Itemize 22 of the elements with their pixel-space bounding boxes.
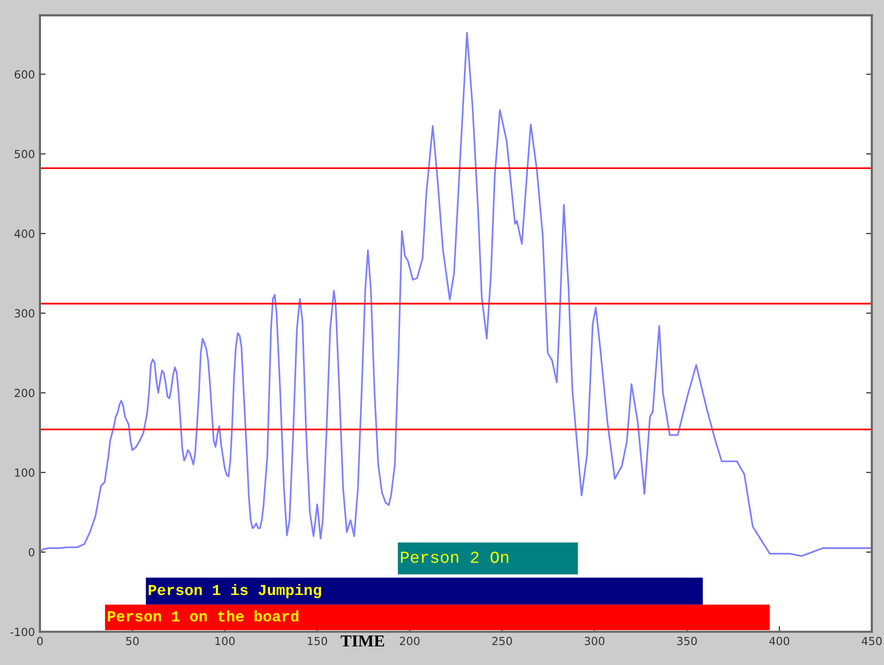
- band-label: Person 1 on the board: [108, 610, 298, 622]
- band-label: Person 2 On: [401, 552, 508, 563]
- y-tick-label: 100: [15, 468, 34, 477]
- x-tick-label: 300: [584, 636, 604, 646]
- x-tick-label: 200: [400, 636, 420, 646]
- y-tick-label: 400: [14, 230, 34, 238]
- y-tick-label: 500: [14, 150, 34, 158]
- y-tick-label: 600: [14, 70, 34, 79]
- x-tick-label: 50: [126, 636, 139, 646]
- x-tick-label: 100: [215, 636, 235, 646]
- y-tick-label: 300: [14, 309, 34, 318]
- x-tick-label: 150: [308, 636, 328, 646]
- x-tick-label: 350: [677, 636, 697, 646]
- y-tick-label: 200: [14, 388, 34, 398]
- band-label: Person 1 is Jumping: [148, 584, 322, 598]
- x-tick-label: 0: [37, 636, 43, 646]
- y-tick-label: -100: [10, 628, 34, 636]
- x-tick-label: 450: [862, 636, 882, 646]
- x-axis-title: TIME: [340, 635, 384, 646]
- x-tick-label: 400: [769, 636, 790, 646]
- y-tick-label: 0: [28, 548, 34, 556]
- x-tick-label: 250: [492, 636, 512, 646]
